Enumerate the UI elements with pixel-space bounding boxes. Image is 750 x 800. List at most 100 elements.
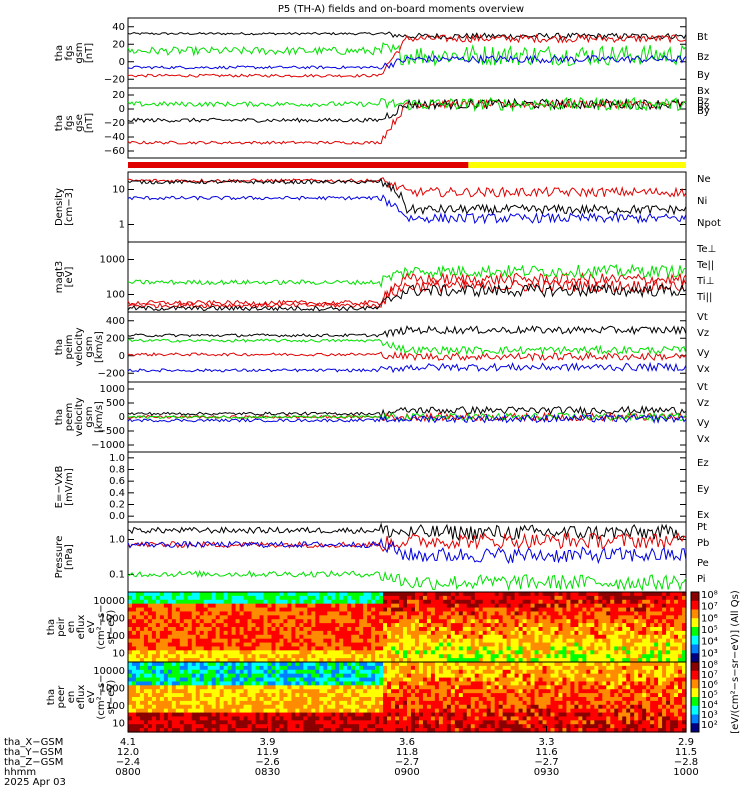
y-tick-label: 0 — [119, 351, 125, 362]
spectrogram-cell — [550, 654, 556, 659]
spectrogram-cell — [682, 634, 687, 640]
spectrogram-cell — [434, 642, 440, 648]
spectrogram-cell — [331, 603, 336, 609]
spectrogram-cell — [203, 716, 209, 721]
spectrogram-cell — [594, 669, 599, 675]
spectrogram-cell — [602, 704, 607, 710]
spectrogram-cell — [414, 685, 420, 690]
spectrogram-cell — [183, 599, 189, 605]
spectrogram-cell — [622, 592, 627, 597]
spectrogram-cell — [387, 693, 392, 698]
spectrogram-cell — [502, 658, 508, 663]
spectrogram-cell — [486, 603, 492, 609]
spectrogram-cell — [363, 650, 368, 655]
spectrogram-cell — [558, 685, 564, 690]
spectrogram-cell — [586, 665, 591, 671]
spectrogram-cell — [263, 611, 269, 616]
spectrogram-cell — [554, 728, 560, 733]
spectrogram-cell — [219, 615, 225, 620]
spectrogram-cell — [203, 708, 209, 714]
spectrogram-cell — [570, 611, 575, 616]
spectrogram-cell — [155, 611, 161, 616]
spectrogram-cell — [590, 650, 595, 655]
spectrogram-cell — [510, 704, 516, 710]
spectrogram-cell — [682, 599, 687, 605]
spectrogram-cell — [530, 716, 536, 721]
spectrogram-cell — [638, 619, 643, 624]
spectrogram-cell — [606, 665, 611, 671]
spectrogram-cell — [355, 665, 360, 671]
spectrogram-cell — [128, 708, 133, 714]
spectrogram-cell — [327, 700, 332, 706]
spectrogram-cell — [383, 627, 388, 632]
spectrogram-cell — [231, 669, 237, 675]
spectrogram-cell — [666, 646, 671, 651]
spectrogram-cell — [458, 607, 464, 613]
spectrogram-cell — [450, 720, 456, 725]
spectrogram-cell — [478, 592, 484, 597]
spectrogram-cell — [379, 623, 384, 628]
spectrogram-cell — [239, 716, 245, 721]
spectrogram-cell — [371, 627, 376, 632]
spectrogram-cell — [658, 638, 663, 644]
spectrogram-cell — [494, 658, 500, 663]
spectrogram-cell — [135, 700, 141, 706]
spectrogram-cell — [383, 673, 388, 679]
spectrogram-cell — [183, 611, 189, 616]
spectrogram-cell — [618, 716, 623, 721]
spectrogram-cell — [578, 712, 583, 718]
spectrogram-cell — [375, 646, 380, 651]
spectrogram-cell — [426, 599, 432, 605]
spectrogram-cell — [422, 634, 428, 640]
spectrogram-cell — [462, 599, 468, 605]
spectrogram-cell — [191, 673, 197, 679]
spectrogram-cell — [247, 646, 253, 651]
spectrogram-cell — [490, 634, 496, 640]
spectrogram-cell — [438, 720, 444, 725]
spectrogram-cell — [303, 681, 308, 686]
spectrogram-cell — [399, 662, 404, 667]
spectrogram-cell — [506, 595, 512, 601]
spectrogram-cell — [578, 669, 583, 675]
spectrogram-cell — [183, 716, 189, 721]
spectrogram-cell — [215, 704, 221, 710]
spectrogram-cell — [163, 627, 169, 632]
spectrogram-cell — [566, 592, 572, 597]
spectrogram-cell — [227, 708, 233, 714]
spectrogram-cell — [299, 662, 304, 667]
spectrogram-cell — [650, 599, 655, 605]
spectrogram-cell — [462, 693, 468, 698]
spectrogram-cell — [606, 708, 611, 714]
spectrogram-cell — [291, 685, 296, 690]
spectrogram-cell — [594, 724, 599, 729]
spectrogram-cell — [542, 685, 548, 690]
spectrogram-cell — [387, 654, 392, 659]
spectrogram-cell — [630, 634, 635, 640]
spectrogram-cell — [387, 615, 392, 620]
spectrogram-cell — [367, 689, 372, 694]
spectrogram-cell — [450, 638, 456, 644]
spectrogram-cell — [215, 681, 221, 686]
spectrogram-cell — [614, 650, 619, 655]
spectrogram-cell — [243, 704, 249, 710]
spectrogram-cell — [131, 650, 137, 655]
spectrogram-cell — [602, 728, 607, 733]
spectrogram-cell — [275, 697, 281, 702]
spectrogram-cell — [243, 592, 249, 597]
spectrogram-cell — [582, 665, 587, 671]
spectrogram-cell — [199, 592, 205, 597]
spectrogram-cell — [319, 634, 324, 640]
spectrogram-cell — [534, 712, 540, 718]
spectrogram-cell — [642, 642, 647, 648]
spectrogram-cell — [578, 619, 583, 624]
spectrogram-cell — [498, 642, 504, 648]
spectrogram-cell — [670, 642, 675, 648]
spectrogram-cell — [307, 697, 312, 702]
spectrogram-cell — [303, 689, 308, 694]
spectrogram-cell — [279, 662, 285, 667]
spectrogram-cell — [498, 599, 504, 605]
spectrogram-cell — [303, 630, 308, 636]
spectrogram-cell — [243, 658, 249, 663]
spectrogram-cell — [315, 677, 320, 683]
spectrogram-cell — [670, 646, 675, 651]
